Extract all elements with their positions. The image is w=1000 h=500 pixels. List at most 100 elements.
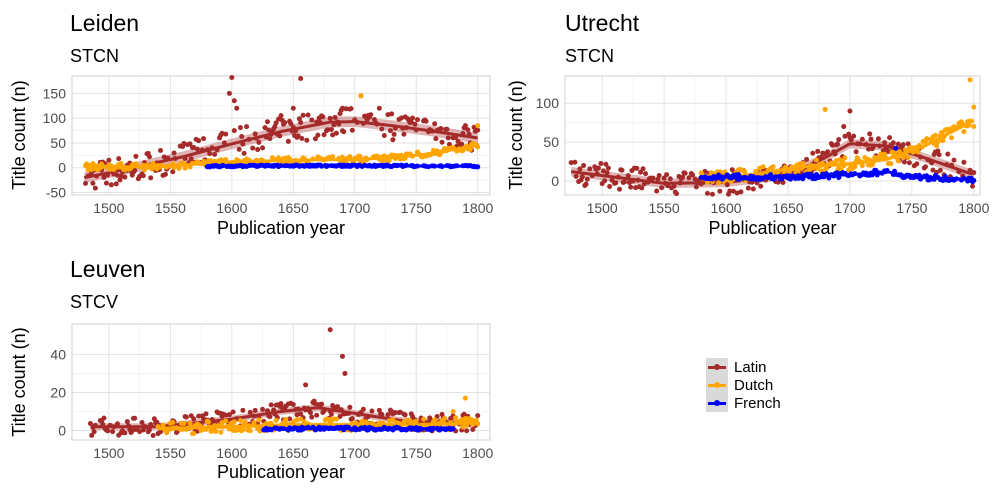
data-point-latin (842, 133, 848, 139)
x-tick-label: 1600 (216, 445, 247, 461)
data-point-latin (122, 430, 128, 436)
data-point-latin (230, 409, 236, 415)
trend-line-dutch (158, 421, 478, 431)
data-point-latin (885, 149, 891, 155)
data-point-latin (298, 120, 304, 126)
data-point-dutch (247, 428, 253, 434)
data-point-latin (150, 432, 156, 438)
data-point-latin (682, 170, 688, 176)
data-point-latin (332, 114, 338, 120)
data-point-latin (229, 74, 235, 80)
data-point-latin (89, 432, 95, 438)
data-point-latin (621, 179, 627, 185)
data-point-latin (385, 412, 391, 418)
y-tick-label: 50 (543, 134, 559, 150)
x-tick-label: 1800 (462, 445, 493, 461)
data-point-latin (848, 137, 854, 143)
data-point-latin (260, 406, 266, 412)
data-point-latin (835, 141, 841, 147)
data-point-latin (158, 147, 164, 153)
data-point-dutch (273, 417, 279, 423)
panel-subtitle-utrecht: STCN (565, 46, 614, 66)
legend-item-dutch: Dutch (706, 376, 781, 394)
data-point-latin (158, 429, 164, 435)
series-dutch (83, 93, 481, 173)
data-point-dutch (256, 417, 262, 423)
data-point-dutch (905, 155, 911, 161)
data-point-latin (250, 145, 256, 151)
data-point-latin (191, 416, 197, 422)
data-point-latin (239, 133, 245, 139)
data-point-latin (475, 413, 481, 419)
data-point-dutch (181, 420, 187, 426)
data-point-latin (368, 112, 374, 118)
data-point-latin (607, 184, 613, 190)
data-point-latin (223, 131, 229, 137)
x-tick-label: 1650 (278, 445, 309, 461)
data-point-dutch (895, 158, 901, 164)
data-point-latin (277, 133, 283, 139)
data-point-latin (90, 180, 96, 186)
data-point-dutch (800, 160, 806, 166)
data-point-dutch (160, 422, 166, 428)
x-tick-label: 1650 (772, 200, 803, 216)
data-point-latin (961, 159, 967, 165)
x-tick-label: 1700 (339, 445, 370, 461)
data-point-latin (170, 169, 176, 175)
data-point-latin (298, 75, 304, 81)
data-point-latin (408, 119, 414, 125)
y-tick-label: 50 (50, 135, 66, 151)
data-point-latin (868, 136, 874, 142)
data-point-dutch (237, 418, 243, 424)
data-point-dutch (359, 418, 365, 424)
data-point-latin (397, 409, 403, 415)
data-point-latin (327, 115, 333, 121)
data-point-latin (709, 191, 715, 197)
data-point-latin (349, 127, 355, 133)
x-tick-label: 1600 (710, 200, 741, 216)
data-point-latin (389, 111, 395, 117)
data-point-dutch (915, 149, 921, 155)
legend-label-french: French (734, 394, 781, 412)
data-point-latin (970, 183, 976, 189)
data-point-latin (268, 402, 274, 408)
data-point-dutch (698, 170, 704, 176)
data-point-latin (390, 137, 396, 143)
data-point-latin (930, 167, 936, 173)
data-point-latin (260, 145, 266, 151)
data-point-dutch (854, 155, 860, 161)
data-point-latin (459, 141, 465, 147)
legend-label-dutch: Dutch (734, 376, 774, 394)
data-point-latin (91, 429, 97, 435)
data-point-latin (300, 112, 306, 118)
data-point-dutch (453, 415, 459, 421)
data-point-latin (905, 141, 911, 147)
legend-key-dutch (706, 376, 728, 394)
data-point-latin (680, 174, 686, 180)
data-point-dutch (462, 395, 468, 401)
data-point-dutch (852, 164, 858, 170)
panel-title-leiden: Leiden (70, 10, 140, 36)
x-tick-label: 1800 (958, 200, 989, 216)
data-point-latin (312, 136, 318, 142)
data-point-latin (804, 156, 810, 162)
data-point-latin (264, 119, 270, 125)
trend-line-dutch (84, 143, 478, 169)
series-french (698, 145, 977, 185)
data-point-latin (830, 142, 836, 148)
data-point-latin (83, 180, 89, 186)
data-point-latin (337, 413, 343, 419)
data-point-latin (87, 420, 93, 426)
panel-subtitle-leiden: STCN (70, 46, 119, 66)
data-point-latin (183, 414, 189, 420)
data-point-latin (587, 166, 593, 172)
data-point-latin (140, 173, 146, 179)
data-point-latin (360, 406, 366, 412)
data-point-latin (568, 160, 574, 166)
data-point-latin (847, 108, 853, 114)
data-point-latin (465, 127, 471, 133)
data-point-latin (267, 136, 273, 142)
data-point-latin (693, 184, 699, 190)
data-point-latin (887, 135, 893, 141)
data-point-latin (335, 404, 341, 410)
